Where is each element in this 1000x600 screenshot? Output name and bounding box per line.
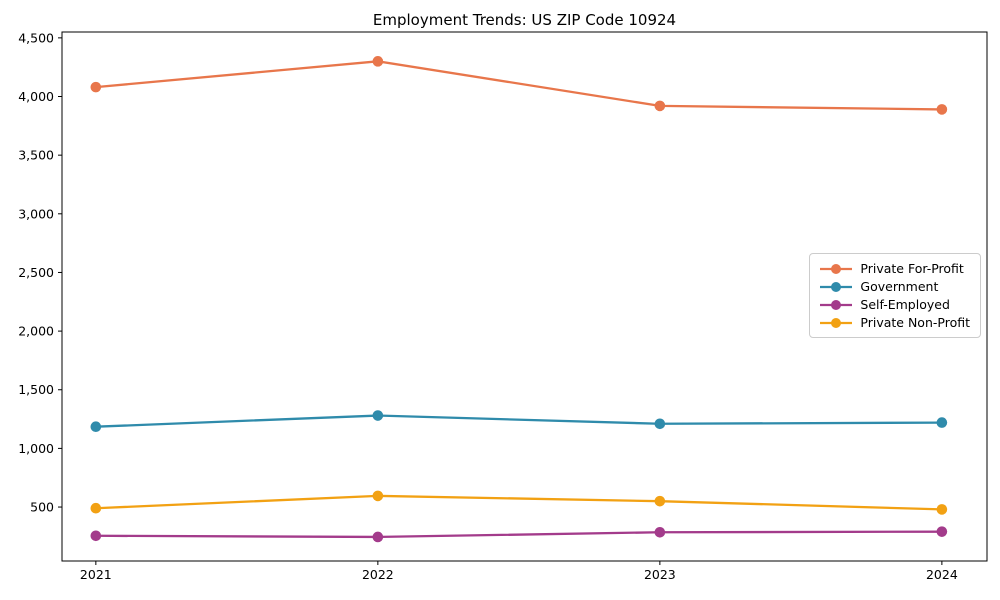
legend-line-marker-icon bbox=[820, 299, 853, 310]
data-point-marker bbox=[90, 81, 102, 93]
data-point-marker bbox=[936, 504, 948, 515]
data-point-marker bbox=[936, 104, 948, 115]
legend-item-private-for-profit: Private For-Profit bbox=[819, 261, 970, 276]
y-axis-tick-label: 4,500 bbox=[18, 30, 54, 45]
y-axis-tick-label: 2,500 bbox=[18, 265, 54, 280]
data-point-marker bbox=[372, 56, 384, 67]
plot-border bbox=[61, 31, 988, 562]
legend-item-label: Private Non-Profit bbox=[860, 315, 970, 330]
y-axis-tick-label: 1,500 bbox=[18, 382, 54, 397]
chart-legend: Private For-Profit Government Self-Emplo… bbox=[809, 253, 981, 338]
y-axis-tick-label: 3,500 bbox=[18, 148, 54, 163]
data-point-marker bbox=[90, 502, 102, 514]
y-axis-tick-label: 4,000 bbox=[18, 89, 54, 104]
legend-line-marker-icon bbox=[820, 263, 853, 274]
series-line-private-for-profit bbox=[94, 60, 944, 111]
data-point-marker bbox=[372, 410, 384, 421]
series-line-self-employed bbox=[94, 530, 944, 539]
legend-item-self-employed: Self-Employed bbox=[819, 297, 970, 312]
series-line-government bbox=[94, 414, 944, 428]
data-point-marker bbox=[654, 418, 666, 430]
data-point-marker bbox=[372, 490, 384, 502]
series-line-private-non-profit bbox=[94, 494, 944, 511]
x-axis-tick-label: 2022 bbox=[362, 567, 394, 582]
y-axis-tick-label: 500 bbox=[30, 500, 54, 515]
chart-title: Employment Trends: US ZIP Code 10924 bbox=[372, 11, 677, 29]
data-point-marker bbox=[90, 421, 102, 432]
data-point-marker bbox=[654, 495, 666, 507]
data-point-marker bbox=[654, 100, 666, 112]
legend-item-government: Government bbox=[819, 279, 970, 294]
x-axis-tick-label: 2023 bbox=[644, 567, 676, 582]
legend-item-label: Government bbox=[860, 279, 939, 294]
data-point-marker bbox=[654, 526, 666, 538]
data-point-marker bbox=[936, 417, 948, 428]
y-axis-tick-label: 1,000 bbox=[18, 441, 54, 456]
data-point-marker bbox=[372, 531, 384, 543]
legend-item-private-non-profit: Private Non-Profit bbox=[819, 315, 970, 330]
y-axis-tick-label: 2,000 bbox=[18, 324, 54, 339]
x-axis-tick-label: 2021 bbox=[80, 567, 112, 582]
legend-line-marker-icon bbox=[820, 317, 853, 328]
data-point-marker bbox=[90, 530, 102, 542]
y-axis-tick-label: 3,000 bbox=[18, 206, 54, 221]
legend-item-label: Private For-Profit bbox=[860, 261, 964, 276]
data-point-marker bbox=[936, 526, 948, 537]
legend-line-marker-icon bbox=[820, 281, 853, 292]
legend-item-label: Self-Employed bbox=[860, 297, 950, 312]
x-axis-tick-label: 2024 bbox=[926, 567, 958, 582]
